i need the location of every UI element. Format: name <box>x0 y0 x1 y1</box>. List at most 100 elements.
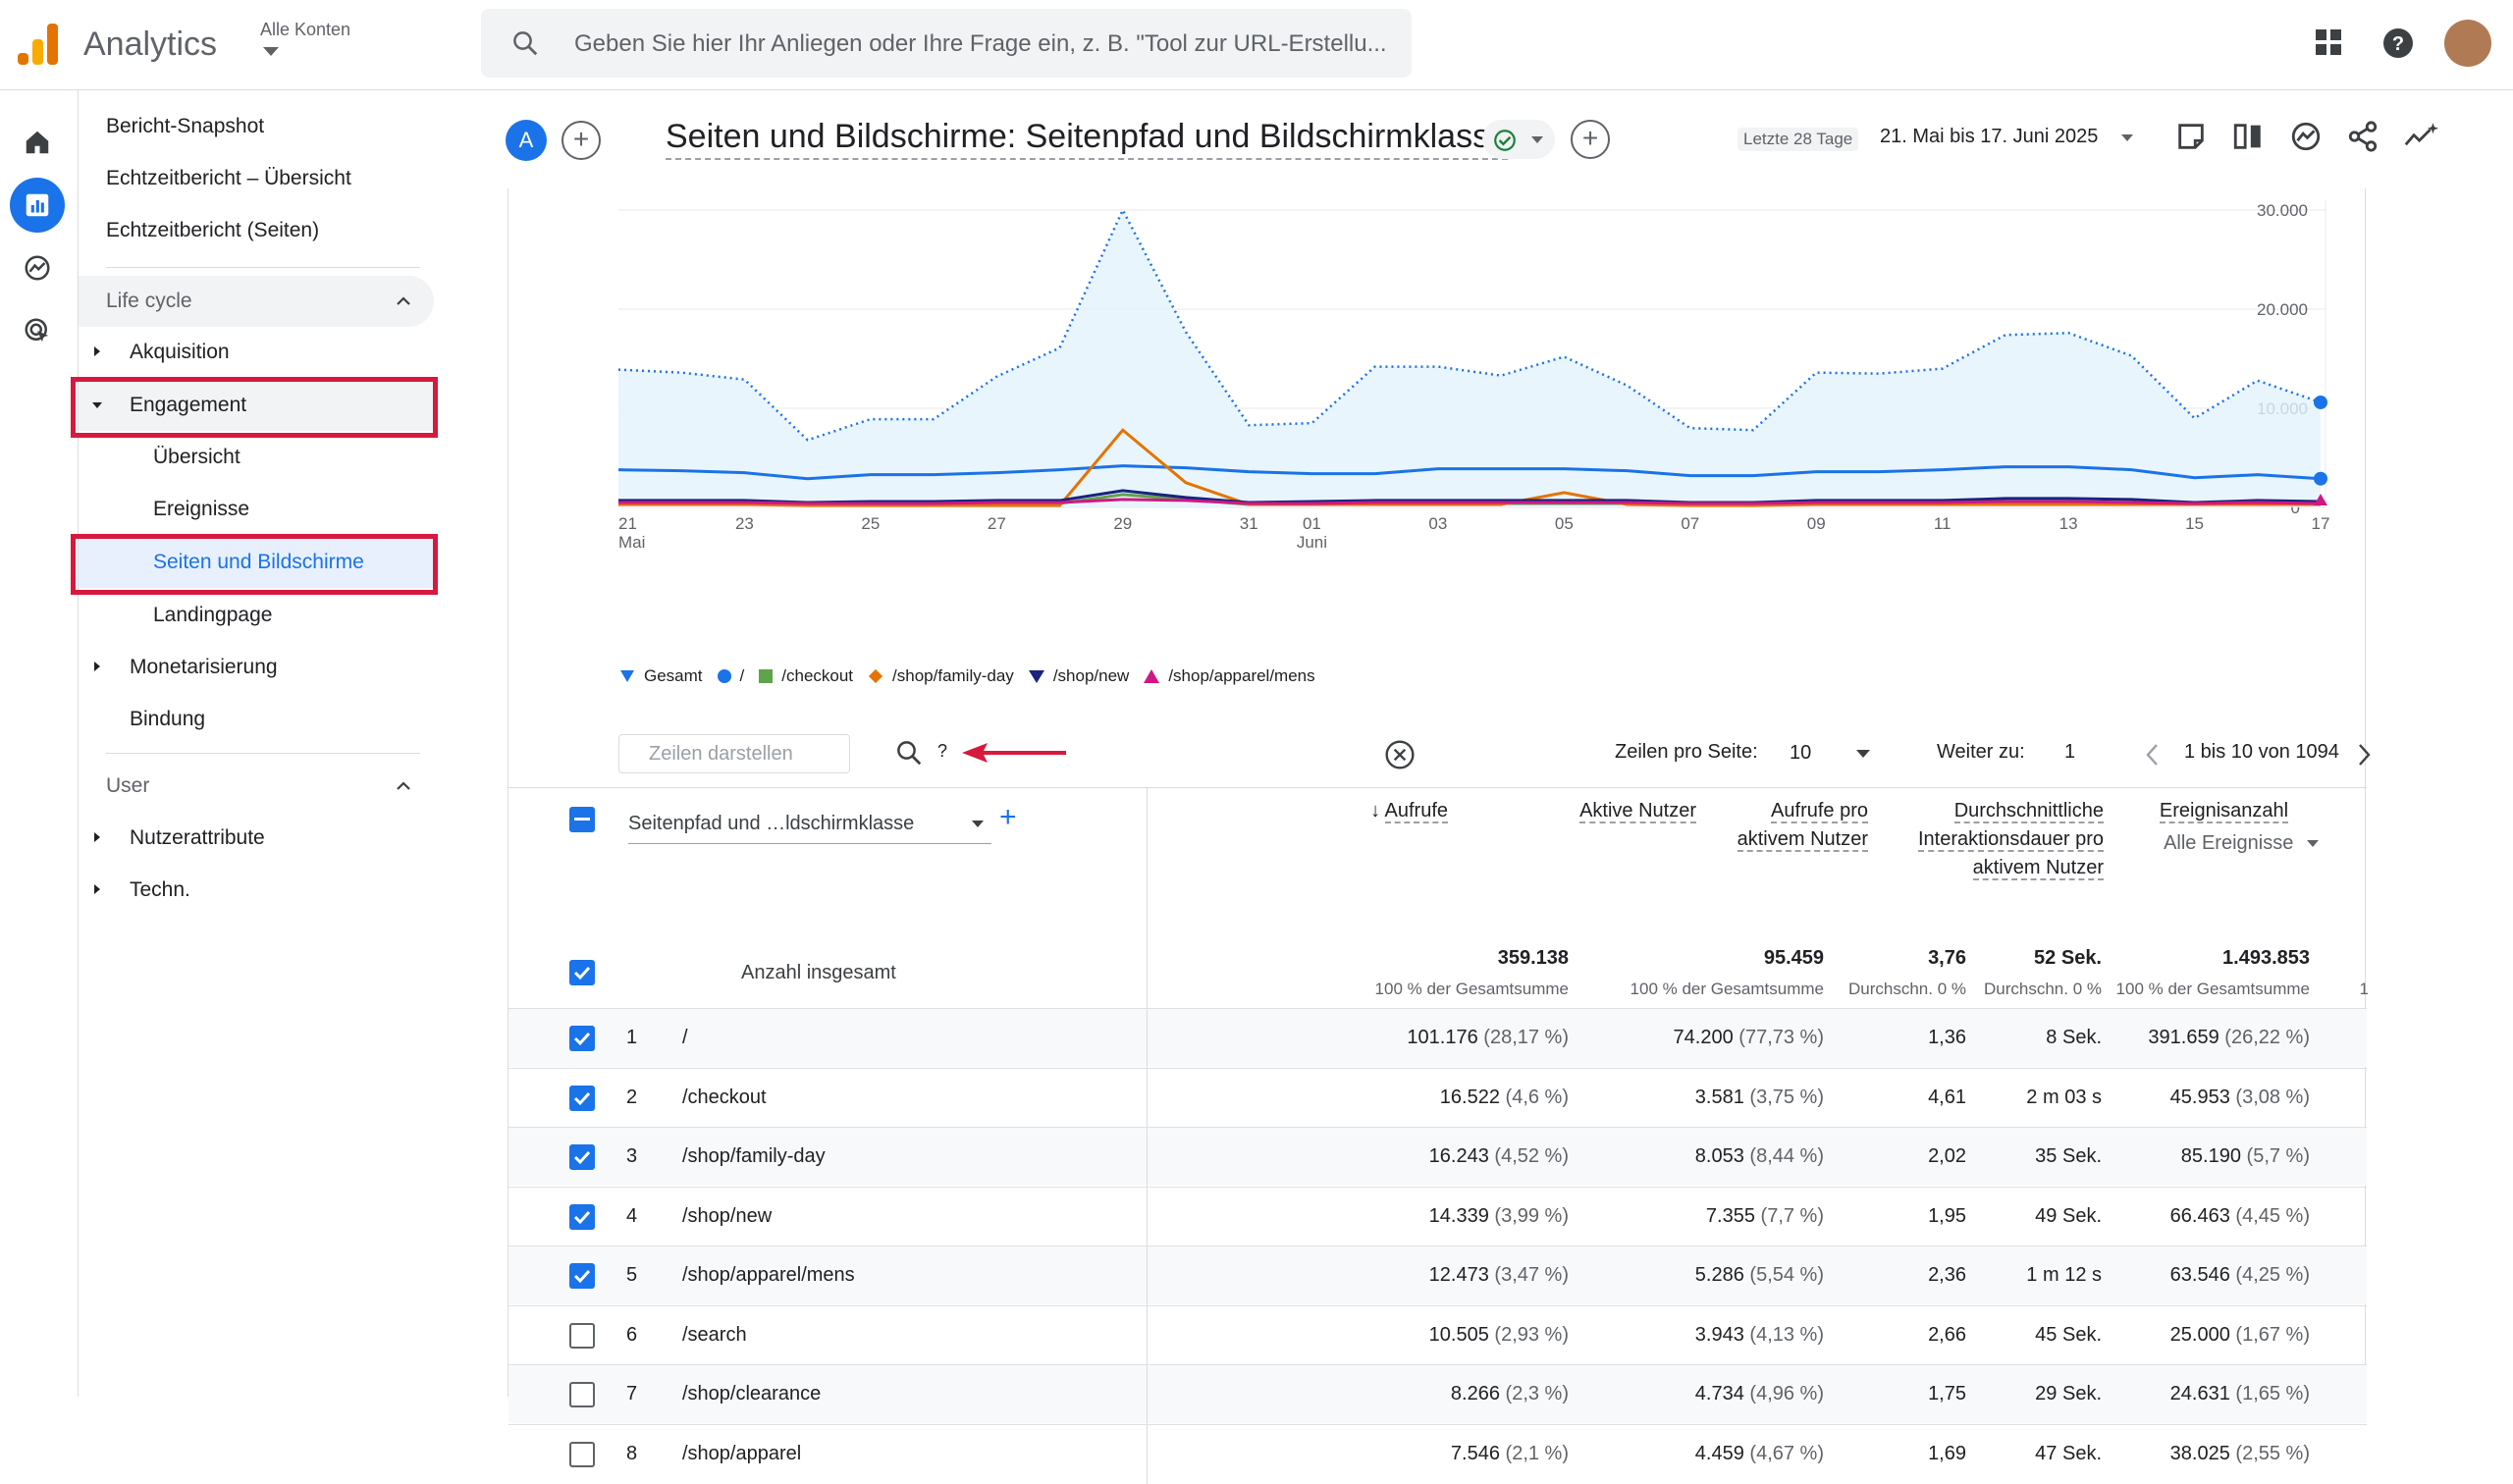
row-views-per-user: 2,36 <box>1928 1264 1966 1286</box>
sort-arrow-icon: ↓ <box>1370 800 1385 822</box>
table-row[interactable]: 1 / 101.176 (28,17 %) 74.200 (77,73 %) 1… <box>508 1008 2367 1068</box>
sidebar-item-pages-screens[interactable]: Seiten und Bildschirme <box>153 551 364 573</box>
home-icon[interactable] <box>10 115 65 170</box>
table-row[interactable]: 2 /checkout 16.522 (4,6 %) 3.581 (3,75 %… <box>508 1067 2367 1128</box>
chevron-down-icon <box>1531 136 1543 143</box>
legend-label: /checkout <box>781 666 854 685</box>
comparison-chip[interactable]: A <box>506 120 547 161</box>
analytics-logo-icon[interactable] <box>18 22 59 65</box>
row-checkbox[interactable] <box>569 1322 595 1349</box>
legend-item[interactable]: /checkout <box>758 666 853 686</box>
notes-icon[interactable] <box>2174 120 2208 153</box>
legend-item[interactable]: / <box>717 666 744 686</box>
trend-sparkle-icon[interactable] <box>2403 120 2438 153</box>
help-icon[interactable]: ? <box>2380 20 2416 65</box>
col-header-views-per-user[interactable]: Aufrufe pro aktivem Nutzer <box>1737 800 1868 852</box>
row-page-path[interactable]: /shop/clearance <box>682 1383 822 1404</box>
account-selector-label[interactable]: Alle Konten <box>260 20 351 39</box>
col-header-active-users[interactable]: Aktive Nutzer <box>1579 800 1696 823</box>
sidebar-item-snapshot[interactable]: Bericht-Snapshot <box>106 115 265 137</box>
row-checkbox[interactable] <box>569 1263 595 1289</box>
col-header-event-count[interactable]: Ereignisanzahl <box>2159 800 2289 823</box>
sidebar-item-overview[interactable]: Übersicht <box>153 446 241 468</box>
row-page-path[interactable]: /shop/family-day <box>682 1145 826 1167</box>
sidebar-item-tech[interactable]: Techn. <box>130 878 190 901</box>
total-active-users: 95.459 <box>1763 947 1824 969</box>
table-row[interactable]: 5 /shop/apparel/mens 12.473 (3,47 %) 5.2… <box>508 1246 2367 1305</box>
search-bar[interactable]: Geben Sie hier Ihr Anliegen oder Ihre Fr… <box>481 9 1412 78</box>
row-page-path[interactable]: /shop/apparel/mens <box>682 1264 855 1286</box>
col-header-views[interactable]: ↓ Aufrufe <box>1370 800 1448 823</box>
next-page-icon[interactable] <box>2354 742 2374 768</box>
row-checkbox[interactable] <box>569 1026 595 1051</box>
goto-input[interactable]: 1 <box>2064 741 2076 763</box>
collapse-engagement-icon[interactable] <box>92 402 102 408</box>
sidebar-item-user-attributes[interactable]: Nutzerattribute <box>130 826 265 849</box>
compare-icon[interactable] <box>2231 120 2265 153</box>
add-report-button[interactable]: + <box>1571 120 1610 159</box>
legend-item[interactable]: /shop/family-day <box>867 666 1014 686</box>
legend-marker-apparel-mens <box>1144 669 1160 683</box>
sidebar-item-engagement[interactable]: Engagement <box>130 394 247 416</box>
expand-monetization-icon[interactable] <box>94 662 100 671</box>
legend-item[interactable]: /shop/new <box>1028 666 1129 686</box>
sidebar-item-monetization[interactable]: Monetarisierung <box>130 656 278 678</box>
insights-icon[interactable] <box>2289 120 2323 153</box>
sidebar-item-acquisition[interactable]: Akquisition <box>130 341 230 363</box>
event-filter-select[interactable]: Alle Ereignisse <box>2123 832 2359 855</box>
table-search-input[interactable]: ? <box>937 741 948 761</box>
totals-checkbox[interactable] <box>569 960 595 985</box>
col-header-avg-engagement[interactable]: Durchschnittliche Interaktionsdauer pro … <box>1917 800 2104 880</box>
date-range[interactable]: 21. Mai bis 17. Juni 2025 <box>1880 126 2099 147</box>
apps-grid-icon[interactable] <box>2314 20 2343 63</box>
row-page-path[interactable]: /search <box>682 1323 747 1346</box>
table-row[interactable]: 8 /shop/apparel 7.546 (2,1 %) 4.459 (4,6… <box>508 1423 2367 1484</box>
plot-rows-input[interactable]: Zeilen darstellen <box>618 734 850 773</box>
rows-per-page-caret-icon[interactable] <box>1856 750 1870 758</box>
expand-user-attributes-icon[interactable] <box>94 832 100 842</box>
table-row[interactable]: 4 /shop/new 14.339 (3,99 %) 7.355 (7,7 %… <box>508 1186 2367 1246</box>
sidebar-item-retention[interactable]: Bindung <box>130 708 206 730</box>
add-comparison-button[interactable]: + <box>561 121 601 160</box>
rows-per-page-select[interactable]: 10 <box>1790 742 1812 764</box>
row-checkbox[interactable] <box>569 1382 595 1407</box>
section-user[interactable]: User <box>79 761 434 812</box>
sidebar-item-events[interactable]: Ereignisse <box>153 498 250 520</box>
clear-search-icon[interactable] <box>1384 739 1416 770</box>
prev-page-icon[interactable] <box>2143 742 2163 768</box>
user-avatar[interactable] <box>2444 20 2491 67</box>
row-page-path[interactable]: /shop/apparel <box>682 1442 802 1464</box>
row-active-users: 5.286 (5,54 %) <box>1694 1264 1824 1286</box>
row-checkbox[interactable] <box>569 1441 595 1467</box>
row-checkbox[interactable] <box>569 1144 595 1170</box>
row-checkbox[interactable] <box>569 1085 595 1111</box>
expand-tech-icon[interactable] <box>94 884 100 894</box>
sidebar-item-landing-page[interactable]: Landingpage <box>153 604 273 626</box>
sidebar-item-realtime-pages[interactable]: Echtzeitbericht (Seiten) <box>106 219 320 241</box>
table-row[interactable]: 7 /shop/clearance 8.266 (2,3 %) 4.734 (4… <box>508 1364 2367 1424</box>
status-pill[interactable] <box>1482 120 1555 159</box>
date-dropdown-icon[interactable] <box>2121 134 2133 141</box>
explore-icon[interactable] <box>10 240 65 295</box>
row-checkbox[interactable] <box>569 1203 595 1230</box>
table-row[interactable]: 6 /search 10.505 (2,93 %) 3.943 (4,13 %)… <box>508 1304 2367 1365</box>
legend-item[interactable]: /shop/apparel/mens <box>1143 666 1315 686</box>
legend-item[interactable]: Gesamt <box>618 666 703 686</box>
add-dimension-button[interactable]: + <box>999 801 1017 833</box>
search-icon[interactable] <box>894 738 924 768</box>
page-title[interactable]: Seiten und Bildschirme: Seitenpfad und B… <box>666 118 1509 160</box>
reports-icon[interactable] <box>10 178 65 233</box>
sidebar-item-realtime-overview[interactable]: Echtzeitbericht – Übersicht <box>106 167 351 189</box>
share-icon[interactable] <box>2346 120 2379 153</box>
table-row[interactable]: 3 /shop/family-day 16.243 (4,52 %) 8.053… <box>508 1127 2367 1187</box>
advertising-icon[interactable] <box>10 303 65 358</box>
dimension-select[interactable]: Seitenpfad und …ldschirmklasse <box>628 803 991 844</box>
row-page-path[interactable]: / <box>682 1027 688 1048</box>
y-tick-label: 20.000 <box>2257 300 2308 319</box>
expand-acquisition-icon[interactable] <box>94 346 100 356</box>
row-page-path[interactable]: /checkout <box>682 1086 767 1108</box>
row-page-path[interactable]: /shop/new <box>682 1204 773 1227</box>
select-all-checkbox[interactable] <box>569 807 595 832</box>
account-caret-icon[interactable] <box>263 47 279 56</box>
section-lifecycle[interactable]: Life cycle <box>79 276 434 327</box>
